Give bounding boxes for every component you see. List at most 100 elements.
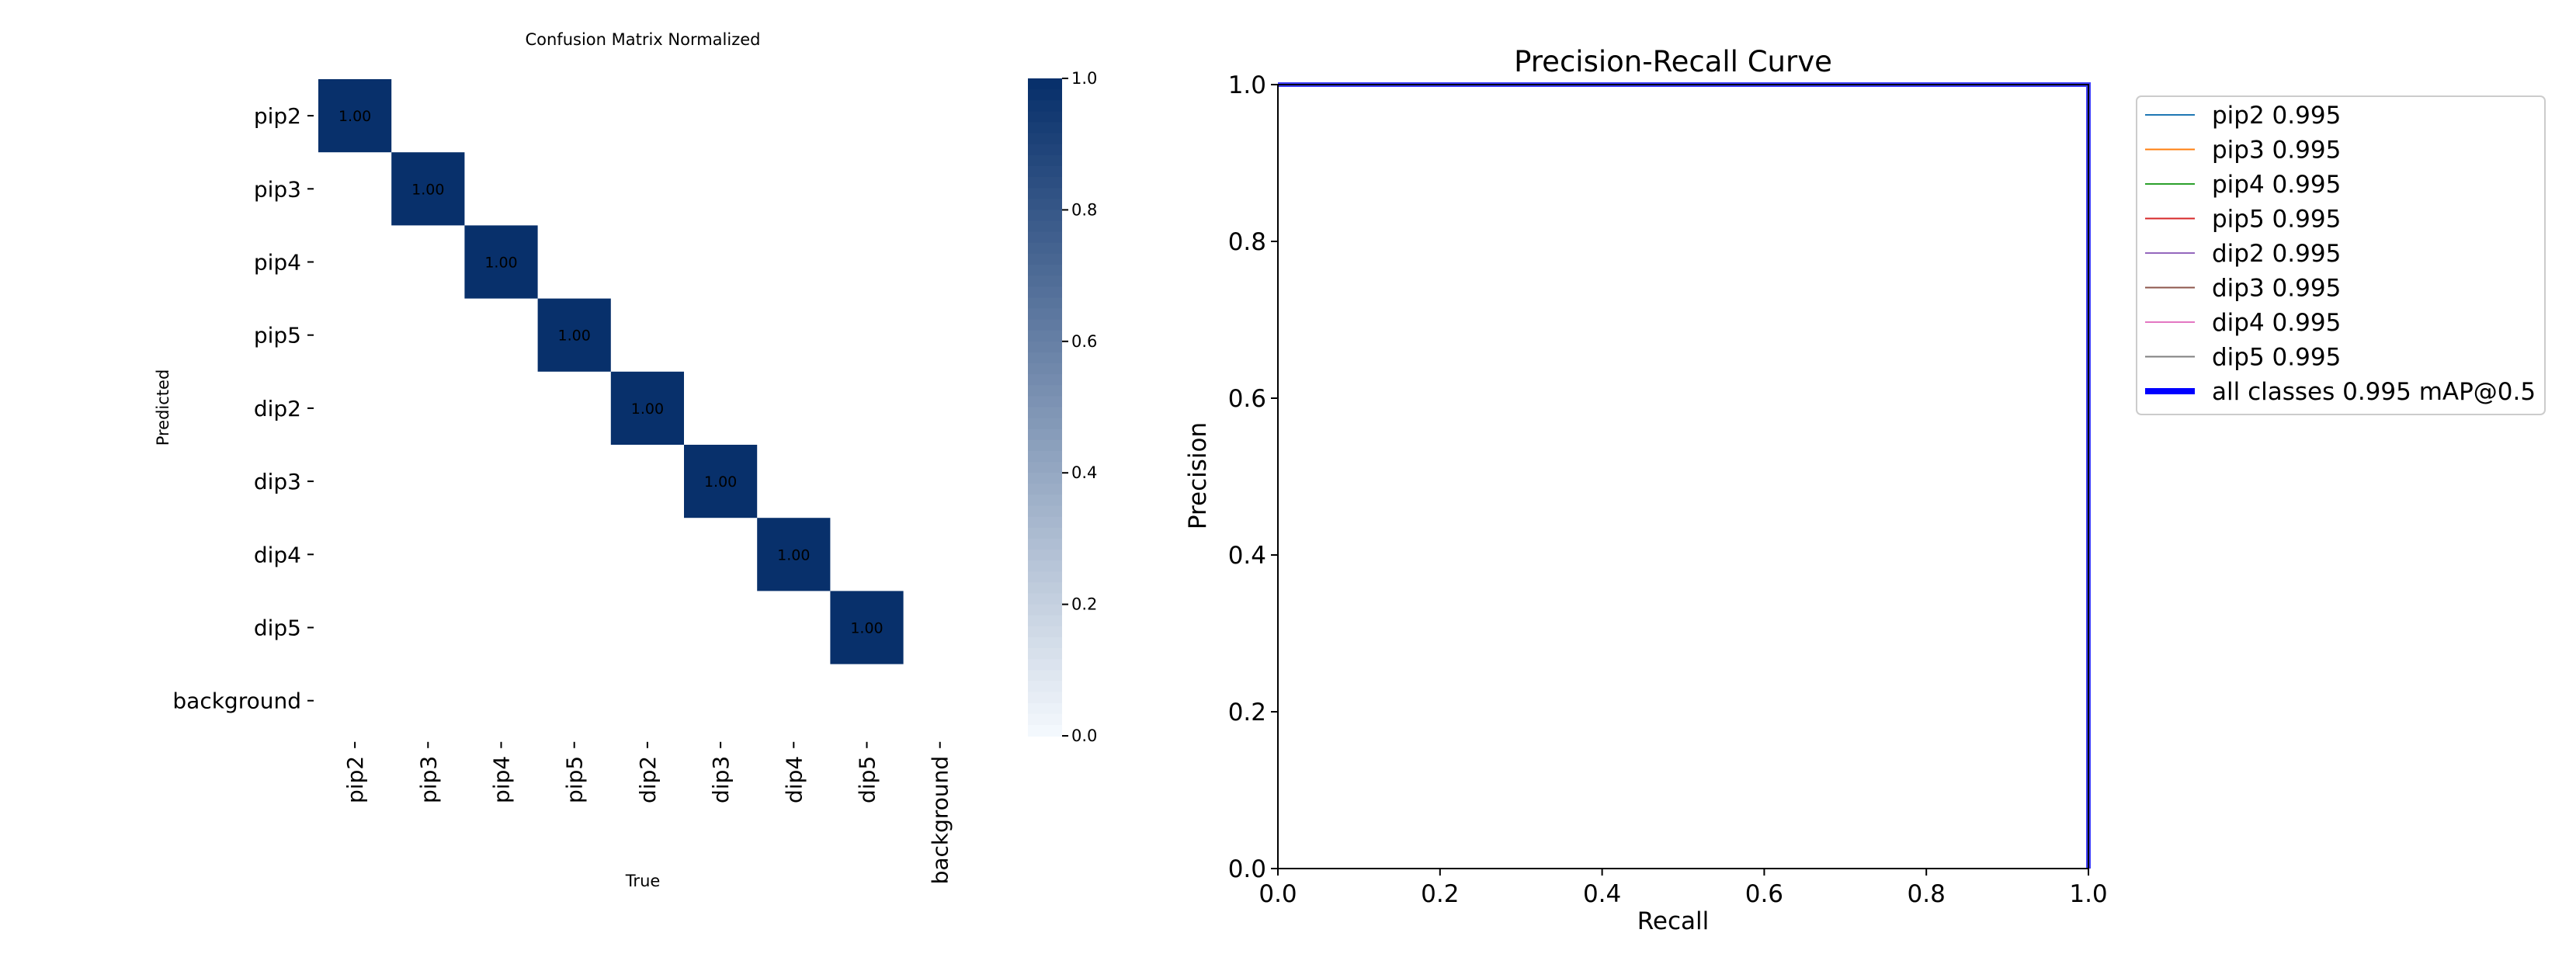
y-tick-label: dip3 (254, 469, 301, 494)
legend-box (2136, 95, 2546, 415)
colorbar-gradient-step (1028, 396, 1062, 408)
pr-curve-axis-ticks: 0.0 0.2 0.4 0.6 0.8 1.0 0.0 0.2 0.4 0.6 0.8 1.0 (1228, 71, 2108, 908)
colorbar-gradient-step (1028, 462, 1062, 474)
y-tick-label: pip3 (254, 176, 301, 202)
colorbar-gradient-step (1028, 604, 1062, 616)
colorbar-gradient-step (1028, 538, 1062, 551)
heatmap-cell-label: 1.00 (558, 328, 591, 345)
colorbar-gradient-step (1028, 111, 1062, 123)
pr-curve-legend: pip2 0.995 pip3 0.995 pip4 0.995 pip5 0.995… (2136, 95, 2546, 415)
confusion-matrix-title: Confusion Matrix Normalized (525, 30, 760, 49)
confusion-matrix-colorbar: 0.0 0.2 0.4 0.6 0.8 1.0 (1028, 69, 1097, 745)
colorbar-gradient-step (1028, 199, 1062, 211)
legend-label: dip3 0.995 (2212, 275, 2341, 303)
heatmap-cell (684, 445, 758, 518)
heatmap-cell-label: 1.00 (777, 546, 810, 564)
x-tick-label: pip4 (489, 756, 515, 803)
colorbar-gradient-step (1028, 593, 1062, 605)
colorbar-gradient-step (1028, 286, 1062, 299)
colorbar-gradient-step (1028, 319, 1062, 331)
colorbar-gradient-step (1028, 702, 1062, 715)
colorbar-gradient-step (1028, 692, 1062, 704)
pr-curve-y-axis-label: Precision (1184, 422, 1212, 529)
heatmap-cell-label: 1.00 (411, 181, 444, 198)
y-tick-label: 0.8 (1228, 228, 1266, 256)
colorbar-gradient-step (1028, 428, 1062, 441)
colorbar-gradient-step (1028, 439, 1062, 452)
colorbar-gradient-step (1028, 473, 1062, 485)
colorbar-gradient-step (1028, 527, 1062, 539)
colorbar-gradient-step (1028, 242, 1062, 255)
colorbar-gradient-step (1028, 352, 1062, 365)
colorbar-gradient-step (1028, 297, 1062, 310)
legend-label: dip2 0.995 (2212, 240, 2341, 268)
x-tick-label: dip3 (708, 756, 734, 803)
x-tick-label: 0.4 (1583, 880, 1621, 908)
colorbar-gradient-step (1028, 231, 1062, 244)
pr-curve-title: Precision-Recall Curve (1514, 45, 1832, 78)
y-tick-label: background (172, 688, 301, 714)
colorbar-gradient-step (1028, 484, 1062, 496)
colorbar-gradient-step (1028, 308, 1062, 321)
colorbar-tick-label: 0.8 (1071, 200, 1097, 219)
colorbar-gradient-step (1028, 100, 1062, 113)
colorbar-gradient-step (1028, 550, 1062, 562)
heatmap-cell (464, 225, 538, 299)
x-tick-label: pip3 (415, 756, 441, 803)
colorbar-gradient-step (1028, 659, 1062, 671)
colorbar-gradient-step (1028, 648, 1062, 661)
colorbar-gradient-step (1028, 188, 1062, 200)
colorbar-gradient-step (1028, 264, 1062, 277)
heatmap-cell-label: 1.00 (850, 620, 883, 637)
colorbar-tick-label: 0.0 (1071, 727, 1097, 745)
colorbar-gradient-step (1028, 450, 1062, 463)
colorbar-gradient-step (1028, 494, 1062, 507)
heatmap-cell (391, 152, 465, 226)
colorbar-gradient-step (1028, 636, 1062, 650)
x-tick-label: dip4 (781, 756, 807, 803)
colorbar-gradient-step (1028, 505, 1062, 518)
legend-label: dip4 0.995 (2212, 309, 2341, 337)
colorbar-tick-label: 0.4 (1071, 463, 1097, 482)
colorbar-gradient-step (1028, 571, 1062, 584)
heatmap-cell-label: 1.00 (704, 473, 737, 491)
colorbar-gradient-step (1028, 220, 1062, 233)
confusion-matrix-x-axis-label: True (625, 872, 661, 890)
heatmap-cell (757, 518, 831, 591)
colorbar-gradient-step (1028, 615, 1062, 627)
colorbar-gradient-step (1028, 133, 1062, 145)
x-tick-label: pip2 (342, 756, 368, 803)
legend-label: all classes 0.995 mAP@0.5 (2212, 378, 2536, 406)
confusion-matrix-y-axis-label: Predicted (154, 369, 172, 446)
y-tick-label: dip2 (254, 396, 301, 421)
colorbar-gradient-step (1028, 407, 1062, 419)
confusion-matrix-chart: Confusion Matrix Normalized True Predict… (154, 30, 1097, 890)
colorbar-gradient-step (1028, 210, 1062, 222)
x-tick-label: 0.6 (1745, 880, 1783, 908)
colorbar-gradient-step (1028, 374, 1062, 387)
x-tick-label: 0.2 (1421, 880, 1459, 908)
y-tick-label: 0.2 (1228, 699, 1266, 727)
legend-label: pip3 0.995 (2212, 137, 2341, 165)
colorbar-gradient-step (1028, 154, 1062, 167)
colorbar-gradient-step (1028, 253, 1062, 265)
colorbar-gradient-step (1028, 582, 1062, 595)
x-tick-label: dip2 (635, 756, 661, 803)
colorbar-gradient-step (1028, 418, 1062, 430)
heatmap-cell (610, 371, 684, 445)
colorbar-tick-label: 0.6 (1071, 332, 1097, 351)
y-tick-label: 0.4 (1228, 542, 1266, 570)
x-tick-label: background (928, 756, 953, 885)
y-tick-label: pip5 (254, 323, 301, 349)
colorbar-gradient-step (1028, 341, 1062, 353)
confusion-matrix-y-ticks: pip2 pip3 pip4 pip5 dip2 dip3 dip4 dip5 backgrou… (172, 103, 314, 714)
colorbar-gradient-step (1028, 144, 1062, 156)
colorbar-gradient-step (1028, 724, 1062, 737)
x-tick-label: pip5 (562, 756, 588, 803)
x-tick-label: 0.8 (1908, 880, 1946, 908)
colorbar-tick-label: 0.2 (1071, 595, 1097, 614)
y-tick-label: pip4 (254, 250, 301, 276)
pr-curve-plot-frame (1277, 84, 2089, 869)
colorbar-gradient-step (1028, 713, 1062, 726)
